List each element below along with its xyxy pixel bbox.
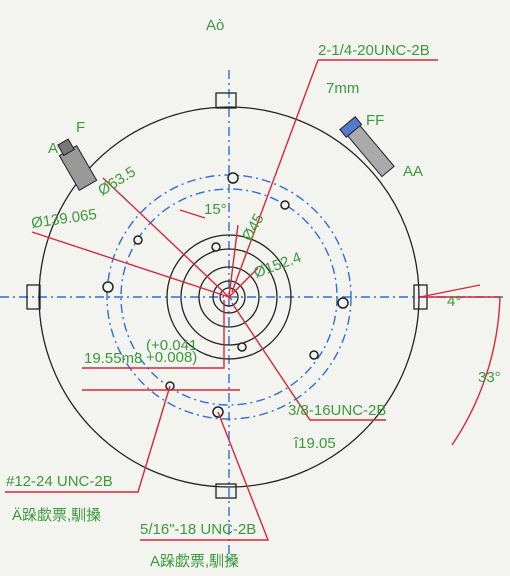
dimension: 33° <box>478 369 501 386</box>
dimension: 19.55m8 <box>84 350 142 367</box>
drawing: Aò 2-1/4-20UNC-2B 7mm F A FF AA Ø63.5 15… <box>0 0 510 576</box>
dimension: 15° <box>204 201 227 218</box>
fitting-label: A <box>48 140 58 157</box>
thread-label: 2-1/4-20UNC-2B <box>318 42 430 59</box>
fitting-label: FF <box>366 112 384 129</box>
note: Ä跺歔票,馴搡 <box>12 507 101 524</box>
thread-label: 3/8-16UNC-2B <box>288 402 386 419</box>
tolerance: +0.008) <box>146 349 197 366</box>
depth-label: 7mm <box>326 80 359 97</box>
thread-label: #12-24 UNC-2B <box>6 473 113 490</box>
fitting-label: F <box>76 119 85 136</box>
thread-label: 5/16"-18 UNC-2B <box>140 521 256 538</box>
note: A跺歔票,馴搡 <box>150 553 239 570</box>
depth-label: î19.05 <box>293 435 336 452</box>
dimension: 4° <box>447 293 461 310</box>
fitting-label: AA <box>403 163 423 180</box>
title: Aò <box>206 17 224 34</box>
